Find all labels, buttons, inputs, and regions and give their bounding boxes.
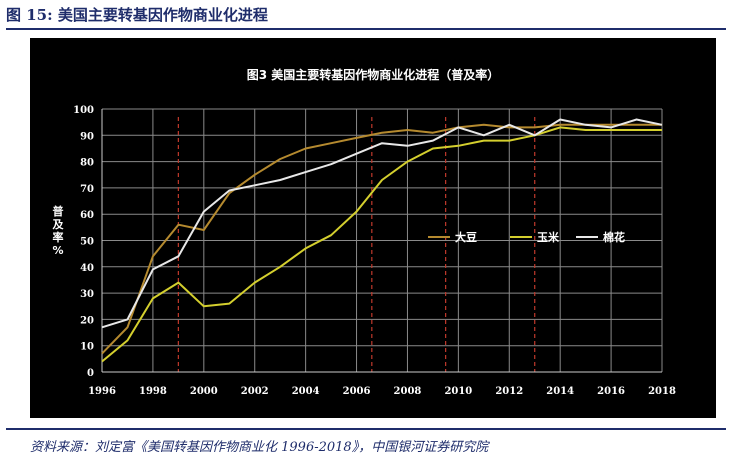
y-tick-label: 0: [87, 368, 94, 379]
reference-lines: [177, 117, 536, 372]
chart-panel: 图3 美国主要转基因作物商业化进程（普及率） 0 10 20 30 40 50 60 70 80…: [30, 38, 716, 418]
series-line-1: [101, 126, 662, 363]
x-tick-label: 2004: [292, 386, 320, 397]
x-tick-label: 2016: [597, 386, 625, 397]
legend-label-2: 棉花: [603, 230, 625, 244]
y-tick-label: 20: [80, 315, 94, 326]
chart-title: 图3 美国主要转基因作物商业化进程（普及率）: [247, 67, 500, 82]
y-tick-label: 10: [80, 342, 94, 353]
x-tick-label: 2012: [495, 386, 523, 397]
figure-title: 图 15: 美国主要转基因作物商业化进程: [6, 6, 268, 24]
y-tick-label: 100: [73, 105, 94, 116]
legend-label-0: 大豆: [455, 230, 477, 244]
x-tick-label: 2000: [190, 386, 218, 397]
y-axis-label: 普及率%: [52, 204, 64, 257]
bottom-divider: [6, 428, 726, 430]
line-chart: 图3 美国主要转基因作物商业化进程（普及率） 0 10 20 30 40 50 60 70 80…: [52, 67, 676, 397]
x-tick-label: 2008: [394, 386, 422, 397]
y-tick-label: 60: [80, 210, 94, 221]
legend-label-1: 玉米: [537, 230, 560, 244]
top-divider: [6, 28, 726, 30]
y-tick-label: 70: [80, 184, 94, 195]
x-tick-label: 2014: [546, 386, 574, 397]
y-tick-label: 40: [80, 263, 94, 274]
x-tick-label: 2018: [648, 386, 676, 397]
legend: 大豆 玉米 棉花: [428, 230, 625, 244]
series-lines: [101, 118, 663, 363]
x-tick-label: 1996: [88, 386, 116, 397]
series-line-2: [101, 118, 663, 329]
y-tick-label: 80: [80, 158, 94, 169]
y-tick-label: 50: [80, 237, 94, 248]
x-tick-label: 1998: [139, 386, 167, 397]
y-tick-label: 90: [80, 131, 94, 142]
x-tick-label: 2002: [241, 386, 269, 397]
source-note: 资料来源：刘定富《美国转基因作物商业化 1996-2018》，中国银河证券研究院: [30, 440, 489, 455]
axes: 0 10 20 30 40 50 60 70 80 90 100 1996 1998 2000 2002 20…: [73, 105, 676, 397]
x-tick-label: 2006: [343, 386, 371, 397]
y-tick-label: 30: [80, 289, 94, 300]
y-axis-label-text: 普及率%: [52, 204, 64, 257]
gridlines: [102, 108, 663, 372]
x-tick-label: 2010: [444, 386, 472, 397]
